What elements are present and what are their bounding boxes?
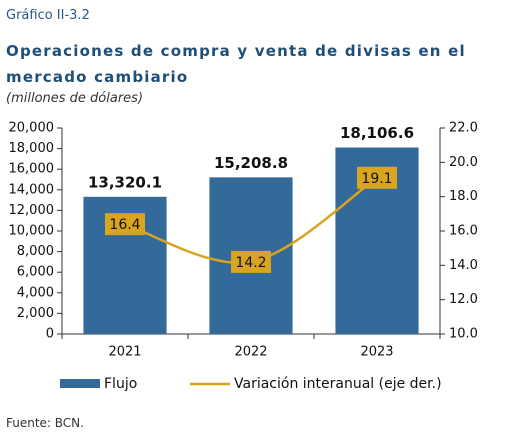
y-tick-label: 0 (46, 327, 54, 342)
y2-tick-label: 14.0 (449, 258, 478, 273)
point-label-box (231, 250, 271, 273)
source: Fuente: BCN. (6, 416, 84, 430)
point-label: 14.2 (235, 255, 266, 271)
y2-tick-label: 20.0 (449, 155, 478, 170)
legend-label: Variación interanual (eje der.) (234, 376, 442, 392)
point-label: 16.4 (109, 217, 140, 233)
y-tick-label: 18,000 (9, 141, 55, 156)
point-label: 19.1 (361, 171, 392, 187)
y-tick-label: 16,000 (9, 162, 55, 177)
y-tick-label: 6,000 (17, 265, 54, 280)
y-tick-label: 4,000 (17, 285, 54, 300)
y2-tick-label: 12.0 (449, 292, 478, 307)
point-label-box (105, 213, 145, 236)
chart-subtitle: (millones de dólares) (6, 91, 144, 106)
bar-label: 13,320.1 (88, 173, 162, 191)
x-tick-label: 2022 (234, 345, 267, 360)
legend-swatch (60, 379, 100, 388)
bar-label: 15,208.8 (214, 154, 288, 172)
y-tick-label: 8,000 (17, 244, 54, 259)
y-tick-label: 20,000 (9, 121, 55, 136)
y2-tick-label: 18.0 (449, 189, 478, 204)
bar-label: 18,106.6 (340, 124, 414, 142)
y2-tick-label: 10.0 (449, 327, 478, 342)
figure-label: Gráfico II-3.2 (6, 8, 90, 23)
chart-title: Operaciones de compra y venta de divisas… (6, 42, 466, 86)
legend-label: Flujo (104, 376, 137, 392)
y-tick-label: 12,000 (9, 203, 55, 218)
point-label-box (357, 166, 397, 189)
x-tick-label: 2023 (360, 345, 393, 360)
y2-tick-label: 22.0 (449, 121, 478, 136)
x-tick-label: 2021 (108, 345, 141, 360)
y-tick-label: 10,000 (9, 224, 55, 239)
y-tick-label: 14,000 (9, 182, 55, 197)
y2-tick-label: 16.0 (449, 224, 478, 239)
y-tick-label: 2,000 (17, 306, 54, 321)
